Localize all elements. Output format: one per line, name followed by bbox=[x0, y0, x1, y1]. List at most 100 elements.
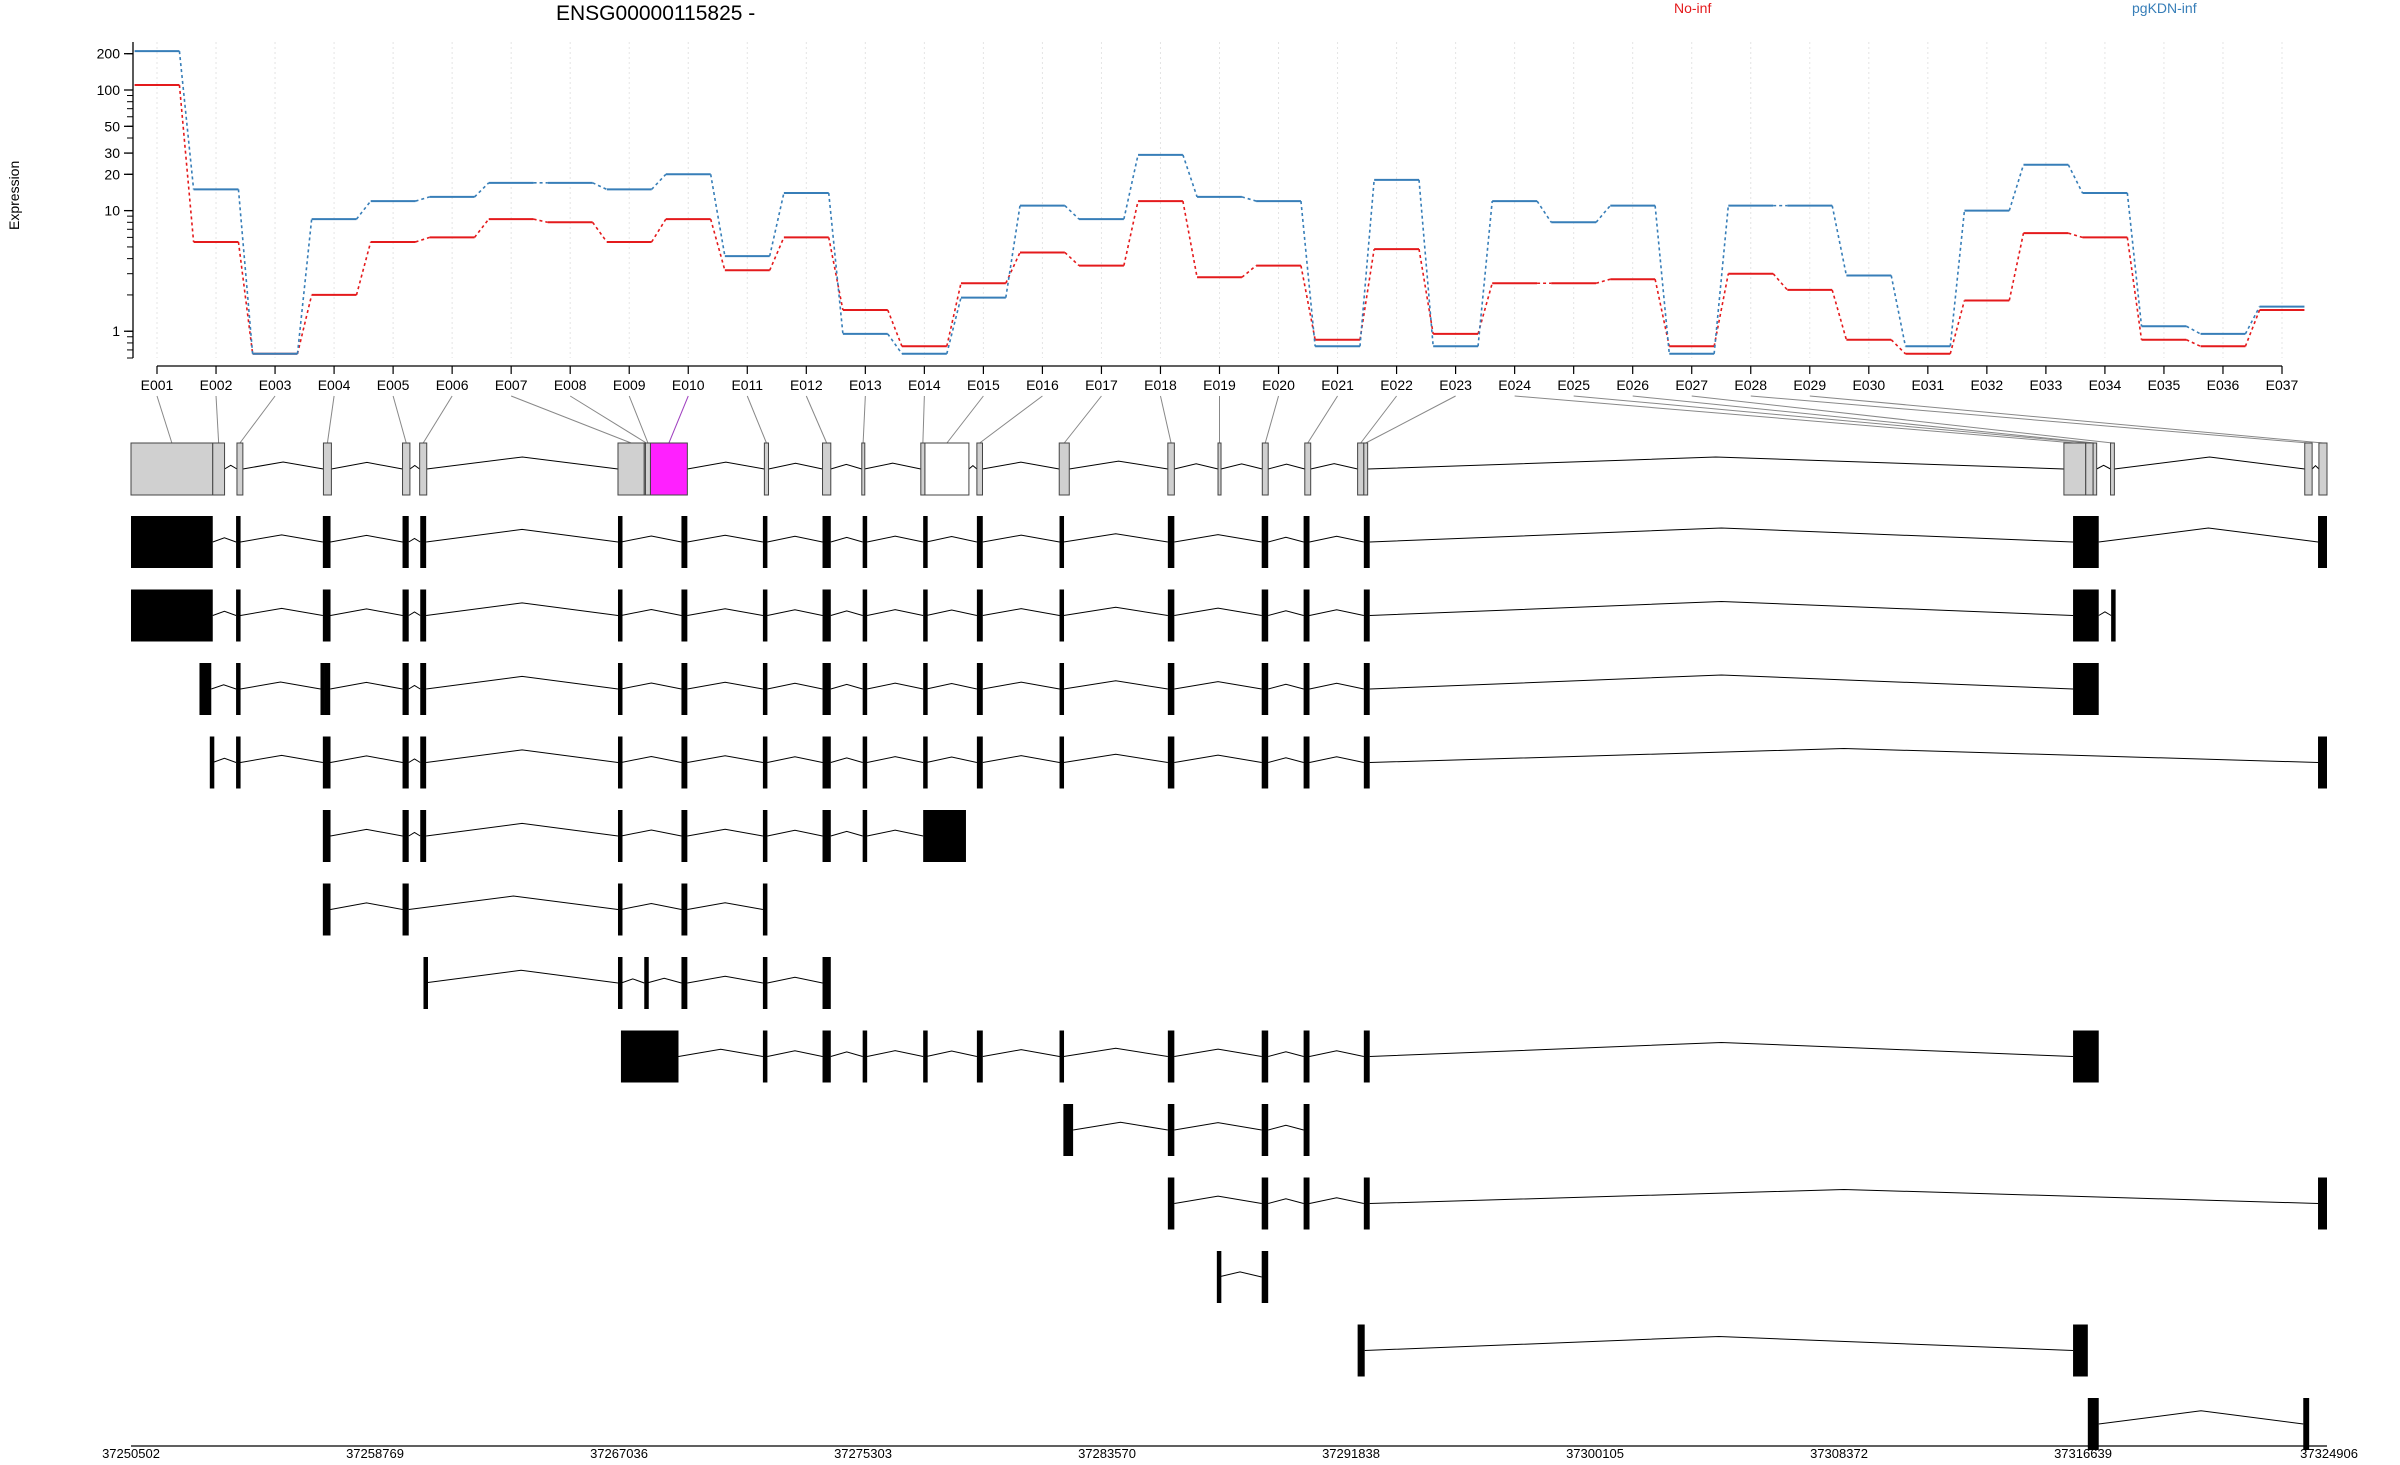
transcript-4-exon-15 bbox=[1262, 737, 1268, 789]
transcript-4-exon-10 bbox=[863, 737, 868, 789]
transcript-4-exon-2 bbox=[236, 737, 241, 789]
transcript-13-intron bbox=[2099, 1411, 2304, 1424]
gene-model-exon-E018 bbox=[1168, 443, 1174, 495]
x-tick-label-E028: E028 bbox=[1734, 377, 1767, 393]
transcript-8-exon-6 bbox=[977, 1031, 983, 1083]
series-2-connector bbox=[2245, 307, 2259, 334]
transcript-3-exon-13 bbox=[977, 663, 983, 715]
series-2-connector bbox=[1537, 201, 1551, 222]
transcript-5-intron bbox=[331, 829, 403, 836]
gene-model-exon-E009 bbox=[645, 443, 650, 495]
series-2-connector bbox=[1360, 180, 1374, 346]
transcript-5-intron bbox=[621, 830, 681, 836]
transcript-4-intron bbox=[621, 756, 681, 762]
exon-connector-E027 bbox=[1692, 396, 2113, 443]
transcript-3-exon-1 bbox=[199, 663, 211, 715]
transcript-1-exon-2 bbox=[236, 516, 241, 568]
series-1-connector bbox=[829, 237, 843, 310]
transcript-5-exon-9 bbox=[923, 810, 966, 862]
gene-model-intron bbox=[1221, 464, 1262, 469]
genomic-tick-label-37291838: 37291838 bbox=[1322, 1446, 1380, 1460]
transcript-3-exon-15 bbox=[1168, 663, 1174, 715]
y-tick-label-100: 100 bbox=[97, 82, 121, 98]
transcript-5-intron bbox=[867, 830, 923, 836]
genomic-tick-label-37308372: 37308372 bbox=[1810, 1446, 1868, 1460]
x-tick-label-E010: E010 bbox=[672, 377, 705, 393]
transcript-3-intron bbox=[687, 682, 763, 689]
transcript-4-exon-14 bbox=[1168, 737, 1174, 789]
transcript-9-exon-2 bbox=[1168, 1104, 1174, 1156]
series-1-connector bbox=[1242, 266, 1256, 278]
legend-entry-series-2: pgKDN-inf bbox=[2132, 0, 2197, 16]
gene-model-exon-E001 bbox=[131, 443, 213, 495]
exon-connector-E005 bbox=[393, 396, 406, 443]
transcript-4-exon-7 bbox=[681, 737, 687, 789]
series-1-connector bbox=[1183, 201, 1197, 277]
gene-model-exon-E012 bbox=[823, 443, 831, 495]
exon-connector-E017 bbox=[1064, 396, 1101, 443]
transcript-4-exon-3 bbox=[323, 737, 331, 789]
series-2-connector bbox=[1478, 201, 1492, 346]
transcript-1-exon-1 bbox=[131, 516, 213, 568]
gene-model-exon-E028 bbox=[2305, 443, 2312, 495]
transcript-2-intron bbox=[831, 611, 863, 616]
transcript-1-intron bbox=[687, 535, 763, 542]
genomic-tick-label-37275303: 37275303 bbox=[834, 1446, 892, 1460]
transcript-1-exon-19 bbox=[2318, 516, 2327, 568]
transcript-1-exon-6 bbox=[618, 516, 623, 568]
transcript-1-exon-8 bbox=[763, 516, 768, 568]
transcript-4-exon-4 bbox=[403, 737, 409, 789]
gene-model-exon-E017 bbox=[1059, 443, 1069, 495]
transcript-2-exon-2 bbox=[236, 590, 241, 642]
x-tick-label-E031: E031 bbox=[1911, 377, 1944, 393]
transcript-1-intron bbox=[767, 536, 822, 542]
transcript-8-intron bbox=[1268, 1052, 1303, 1057]
transcript-3-exon-2 bbox=[236, 663, 241, 715]
transcript-4-intron bbox=[409, 759, 421, 763]
genomic-tick-label-37258769: 37258769 bbox=[346, 1446, 404, 1460]
transcript-2-intron bbox=[1268, 611, 1303, 616]
transcript-9-exon-3 bbox=[1262, 1104, 1268, 1156]
x-tick-label-E027: E027 bbox=[1675, 377, 1708, 393]
exon-connector-E001 bbox=[157, 396, 172, 443]
transcript-8-intron bbox=[767, 1051, 822, 1057]
transcript-10-intron bbox=[1310, 1198, 1364, 1204]
transcript-13-exon-2 bbox=[2303, 1398, 2309, 1450]
series-2-connector bbox=[770, 193, 784, 256]
x-tick-label-E033: E033 bbox=[2030, 377, 2063, 393]
gene-model-intron bbox=[1174, 464, 1218, 469]
transcript-4-exon-5 bbox=[420, 737, 426, 789]
gene-model-exon-E020 bbox=[1262, 443, 1268, 495]
y-tick-label-20: 20 bbox=[104, 166, 120, 182]
transcript-3-intron bbox=[330, 682, 402, 689]
series-1-connector bbox=[1773, 274, 1787, 290]
transcript-5-exon-4 bbox=[618, 810, 623, 862]
gene-model-exon-E004 bbox=[323, 443, 331, 495]
series-2-connector bbox=[1832, 206, 1846, 276]
transcript-2-intron bbox=[1174, 608, 1261, 615]
series-1-connector bbox=[1655, 279, 1669, 346]
series-1-connector bbox=[297, 295, 311, 354]
transcript-8-intron bbox=[926, 1051, 976, 1057]
y-tick-label-30: 30 bbox=[104, 145, 120, 161]
transcript-8-exon-7 bbox=[1060, 1031, 1065, 1083]
transcript-4-intron bbox=[767, 757, 822, 763]
transcript-11-intron bbox=[1218, 1272, 1261, 1277]
transcript-9-exon-1 bbox=[1063, 1104, 1073, 1156]
genomic-tick-label-37283570: 37283570 bbox=[1078, 1446, 1136, 1460]
y-axis-label: Expression bbox=[6, 161, 22, 230]
transcript-3-intron bbox=[240, 682, 320, 689]
transcript-8-intron bbox=[678, 1049, 762, 1056]
x-tick-label-E018: E018 bbox=[1144, 377, 1177, 393]
series-2-connector bbox=[2068, 165, 2082, 193]
transcript-1-exon-12 bbox=[977, 516, 983, 568]
transcript-10-exon-1 bbox=[1168, 1178, 1174, 1230]
x-tick-label-E029: E029 bbox=[1793, 377, 1826, 393]
series-2-connector bbox=[947, 298, 961, 354]
transcript-1-exon-3 bbox=[323, 516, 331, 568]
gene-model-exon-E027 bbox=[2111, 443, 2115, 495]
transcript-5-exon-1 bbox=[323, 810, 331, 862]
transcript-2-intron bbox=[1310, 610, 1364, 616]
transcript-5-exon-2 bbox=[403, 810, 409, 862]
